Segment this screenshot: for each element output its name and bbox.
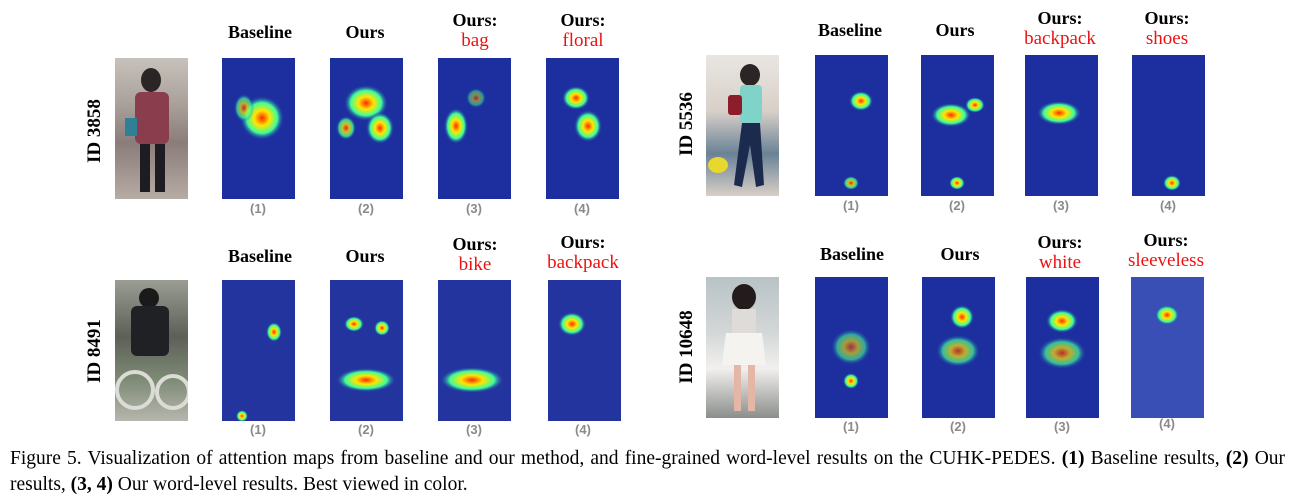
col-title-ours-word-2: Ours: floral: [533, 10, 633, 52]
col-title-ours-word-2: Ours: backpack: [533, 232, 633, 274]
attention-map-word-shoes: [1132, 55, 1205, 196]
col-title-ours-word-2: Ours: sleeveless: [1116, 230, 1216, 272]
caption-text-2: Our results,: [10, 448, 1286, 495]
attention-map-word-white: [1026, 277, 1099, 418]
caption-num-2: (2): [1225, 448, 1249, 469]
id-label: ID 10648: [676, 310, 697, 384]
col-title-ours: Ours: [345, 22, 385, 42]
col-title-ours-word-1: Ours: bag: [425, 10, 525, 52]
col-title-ours-word-1: Ours: backpack: [1010, 8, 1110, 50]
id-label: ID 8491: [84, 319, 105, 383]
col-title-ours: Ours: [935, 20, 975, 40]
attention-map-word-backpack: [548, 280, 621, 421]
col-title-baseline: Baseline: [817, 20, 882, 40]
attention-map-baseline: [222, 280, 295, 421]
input-photo: [115, 280, 188, 421]
caption-prefix: Figure 5. Visualization of attention map…: [10, 448, 1056, 469]
word-label: backpack: [1024, 28, 1096, 49]
input-photo: [706, 277, 779, 418]
attention-map-word-bag: [438, 58, 511, 199]
subfig-label: (4): [1160, 198, 1176, 213]
subfig-label: (4): [574, 201, 590, 216]
attention-map-ours: [922, 277, 995, 418]
attention-map-word-backpack: [1025, 55, 1098, 196]
subfig-label: (2): [949, 198, 965, 213]
subfig-label: (3): [1054, 419, 1070, 434]
col-title-baseline: Baseline: [227, 22, 292, 42]
subfig-label: (3): [1053, 198, 1069, 213]
input-photo: [115, 58, 188, 199]
word-label: backpack: [547, 252, 619, 273]
word-label: white: [1038, 252, 1082, 273]
subfig-label: (1): [250, 422, 266, 437]
input-photo: [706, 55, 779, 196]
caption-num-1: (1): [1061, 448, 1085, 469]
attention-map-baseline: [815, 55, 888, 196]
attention-map-ours: [921, 55, 994, 196]
caption-text-1: Baseline results,: [1090, 448, 1220, 469]
subfig-label: (4): [1159, 416, 1175, 431]
word-label: bag: [461, 30, 489, 51]
person-silhouette: [125, 68, 169, 192]
attention-map-ours: [330, 280, 403, 421]
col-title-ours: Ours: [940, 244, 980, 264]
attention-map-ours: [330, 58, 403, 199]
id-label: ID 5536: [676, 92, 697, 156]
col-title-ours-word-1: Ours: white: [1010, 232, 1110, 274]
subfig-label: (1): [250, 201, 266, 216]
figure-caption: Figure 5. Visualization of attention map…: [10, 446, 1285, 498]
subfig-label: (1): [843, 198, 859, 213]
caption-num-34: (3, 4): [70, 474, 113, 495]
attention-map-baseline: [222, 58, 295, 199]
subfig-label: (3): [466, 422, 482, 437]
attention-map-word-floral: [546, 58, 619, 199]
word-label: shoes: [1145, 28, 1189, 49]
col-title-ours-word-2: Ours: shoes: [1117, 8, 1217, 50]
subfig-label: (4): [575, 422, 591, 437]
col-title-baseline: Baseline: [227, 246, 292, 266]
col-title-ours-word-1: Ours: bike: [425, 234, 525, 276]
subfig-label: (2): [358, 422, 374, 437]
person-silhouette: [708, 64, 764, 187]
person-silhouette: [722, 284, 766, 411]
word-label: floral: [562, 30, 604, 51]
word-label: sleeveless: [1128, 250, 1204, 271]
person-silhouette: [115, 288, 188, 410]
col-title-baseline: Baseline: [819, 244, 884, 264]
col-title-ours: Ours: [345, 246, 385, 266]
attention-map-word-sleeveless: [1131, 277, 1204, 418]
subfig-label: (2): [358, 201, 374, 216]
id-label: ID 3858: [84, 99, 105, 163]
subfig-label: (1): [843, 419, 859, 434]
attention-map-baseline: [815, 277, 888, 418]
subfig-label: (3): [466, 201, 482, 216]
attention-map-word-bike: [438, 280, 511, 421]
caption-text-3: Our word-level results. Best viewed in c…: [117, 474, 468, 495]
subfig-label: (2): [950, 419, 966, 434]
word-label: bike: [458, 254, 492, 275]
